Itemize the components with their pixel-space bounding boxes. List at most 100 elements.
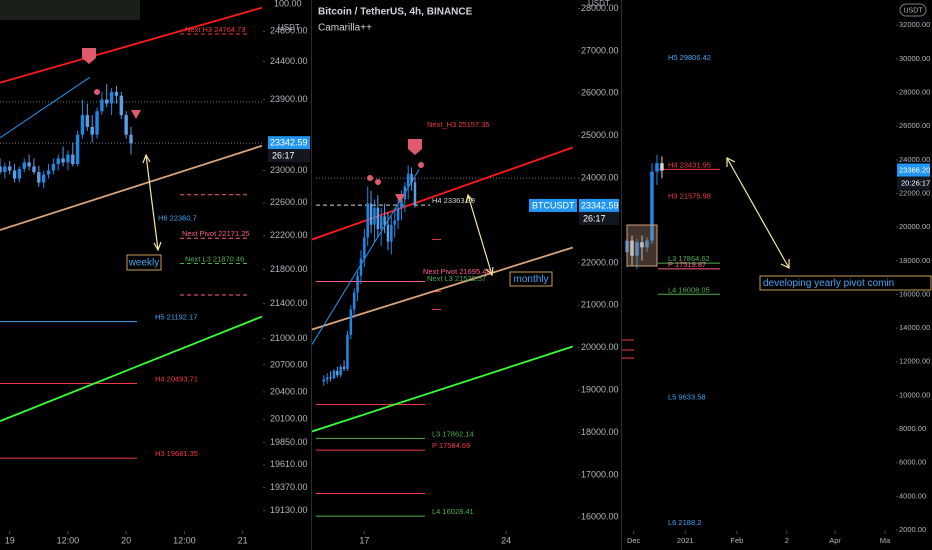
y-tick-label: 30000.00 xyxy=(899,54,930,63)
y-tick-label: 28000.00 xyxy=(899,88,930,97)
y-tick-label: 24000.00 xyxy=(581,172,619,182)
y-tick-label: 24800.00 xyxy=(270,26,308,36)
y-tick-label: 23000.00 xyxy=(270,165,308,175)
candle-body xyxy=(640,242,644,248)
annotations: weekly monthly developing yearly pivot c… xyxy=(82,48,932,291)
axis-unit-badge xyxy=(899,3,927,17)
candle-body xyxy=(400,199,403,208)
y-tick-label: 26000.00 xyxy=(581,88,619,98)
y-tick-label: 19130.00 xyxy=(270,505,308,515)
pin-marker xyxy=(408,139,422,155)
trend-line xyxy=(0,6,262,84)
countdown-tag xyxy=(268,149,310,163)
pivot-label: Next L3 21870.46 xyxy=(185,254,244,263)
y-tick-label: 21000.00 xyxy=(581,300,619,310)
pivot-label: Next L3 21529.57 xyxy=(427,274,486,283)
y-tick-label: 6000.00 xyxy=(899,458,926,467)
x-tick-label: 17 xyxy=(359,535,369,545)
y-tick-label: 2000.00 xyxy=(899,525,926,534)
y-tick-label: 25000.00 xyxy=(581,130,619,140)
y-tick-label: 19000.00 xyxy=(581,384,619,394)
y-tick-label: 22600.00 xyxy=(270,197,308,207)
candle-body xyxy=(635,242,639,256)
y-tick-label: 18000.00 xyxy=(899,256,930,265)
candle-body xyxy=(403,186,407,200)
candle-body xyxy=(410,173,413,183)
annotation-box xyxy=(759,275,932,291)
pivot-label: P 17519.87 xyxy=(668,260,706,269)
candle-body xyxy=(325,377,329,380)
candle-body xyxy=(339,366,342,376)
y-tick-label: 23900.00 xyxy=(270,94,308,104)
candle-body xyxy=(95,111,99,135)
pivot-label: Next Pivot 21695.48 xyxy=(423,267,491,276)
candle-body xyxy=(342,366,346,369)
y-tick-label: 22200.00 xyxy=(270,230,308,240)
candle-body xyxy=(373,207,376,225)
pivot-label: L6 2188.2 xyxy=(668,518,701,527)
pivot-label: H5 21192.17 xyxy=(155,313,197,322)
y-tick-label: 19610.00 xyxy=(270,459,308,469)
candle-body xyxy=(17,168,22,179)
candle-body xyxy=(124,115,128,135)
candle-body xyxy=(356,275,359,293)
price-tag xyxy=(579,198,619,212)
dot-marker xyxy=(94,89,100,95)
candle-body xyxy=(46,170,51,175)
candle-body xyxy=(80,115,85,135)
y-tick-label: 10000.00 xyxy=(899,390,930,399)
y-tick-label: 12000.00 xyxy=(899,357,930,366)
candle-body xyxy=(61,158,65,163)
triangle-marker xyxy=(131,110,141,119)
candle-body xyxy=(12,170,17,179)
axis-top-label: 100.00 xyxy=(274,0,302,8)
countdown-tag xyxy=(897,176,930,190)
symbol-tag xyxy=(529,198,577,212)
pivot-label: H3 19681.35 xyxy=(155,449,198,458)
candle-body xyxy=(655,163,659,172)
candle-body xyxy=(376,207,380,229)
trend-line xyxy=(0,315,262,422)
dot-marker xyxy=(367,175,373,181)
candle-body xyxy=(332,371,336,379)
trend-line xyxy=(312,246,574,331)
annotation-box xyxy=(126,254,162,271)
annotation: developing yearly pivot comin xyxy=(763,278,894,289)
pivot-label: P 17584.69 xyxy=(432,441,470,450)
candle-body xyxy=(32,166,36,173)
x-tick-label: Feb xyxy=(730,536,743,545)
candle-body xyxy=(352,292,356,310)
annotation-box xyxy=(509,271,553,287)
y-tick-label: 21800.00 xyxy=(270,264,308,274)
chart-subtitle: Camarilla++ xyxy=(318,23,372,34)
x-tick-label: 2 xyxy=(785,536,789,545)
candle-body xyxy=(349,309,353,335)
dot-marker xyxy=(418,162,424,168)
candle-body xyxy=(396,207,400,221)
pivot-label: L4 16008.05 xyxy=(668,285,710,294)
pivot-label: H3 21575.98 xyxy=(668,192,711,201)
pin-marker xyxy=(82,48,96,64)
candle-body xyxy=(109,91,114,104)
candle-body xyxy=(413,182,417,206)
candle-body xyxy=(56,158,60,165)
y-tick-label: 21400.00 xyxy=(270,298,308,308)
candle-body xyxy=(346,334,349,369)
trend-line xyxy=(312,345,574,433)
y-tick-label: 16000.00 xyxy=(899,289,930,298)
y-tick-label: 32000.00 xyxy=(899,20,930,29)
candle-body xyxy=(0,166,2,173)
y-tick-label: 14000.00 xyxy=(899,323,930,332)
pivot-label: H5 29806.42 xyxy=(668,53,711,62)
candle-body xyxy=(129,134,133,144)
candle-body xyxy=(645,240,649,248)
candle-body xyxy=(119,95,123,116)
trend-line xyxy=(0,144,262,231)
x-tick-label: 24 xyxy=(501,535,511,545)
pivot-label: H4 23431.95 xyxy=(668,160,711,169)
candle-body xyxy=(359,258,363,276)
dot-marker xyxy=(375,179,381,185)
candle-body xyxy=(630,240,634,256)
